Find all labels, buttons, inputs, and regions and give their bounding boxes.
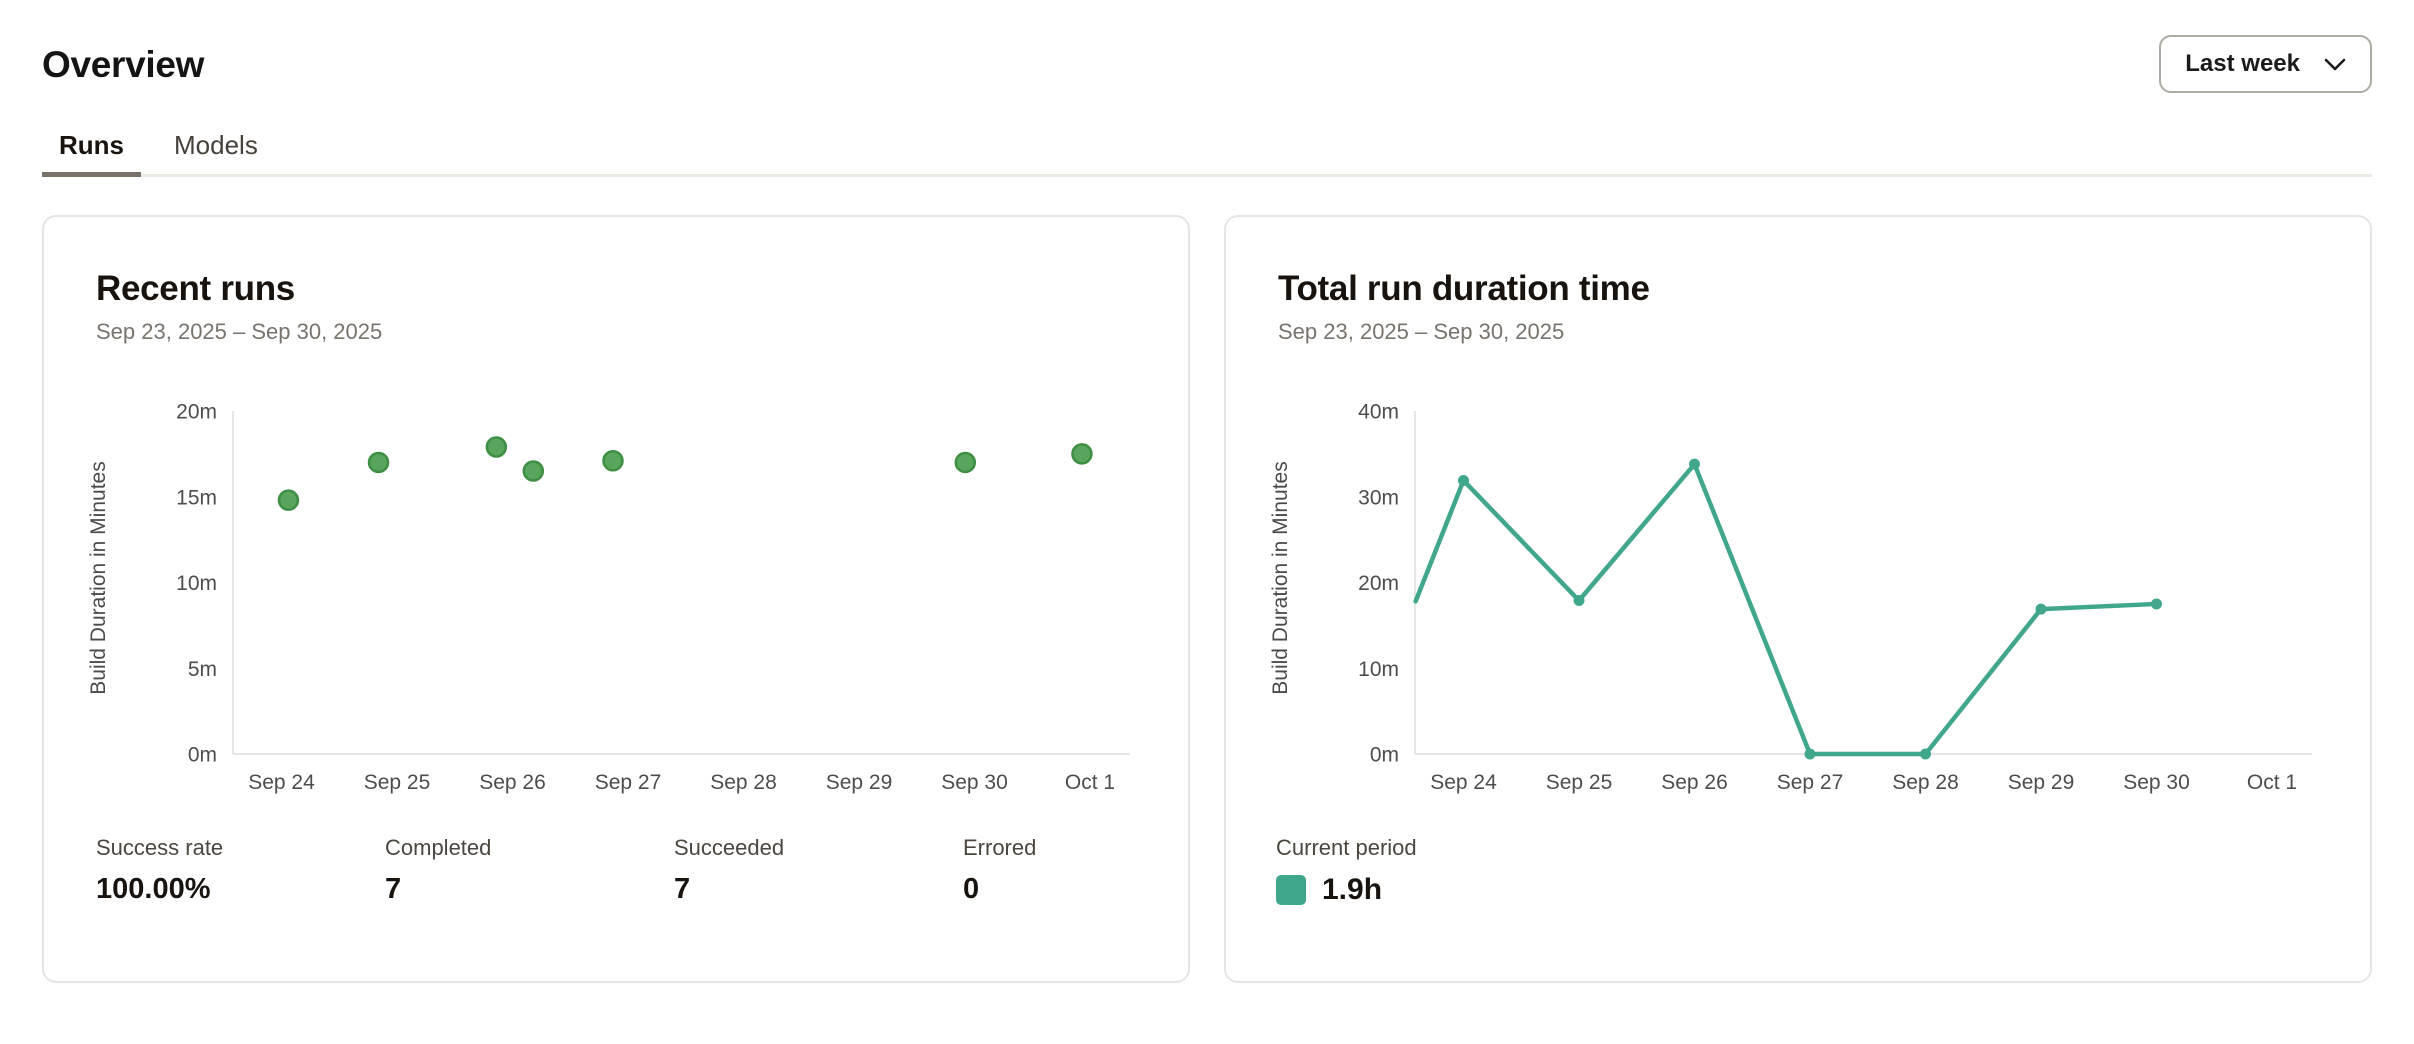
- legend-label: Current period: [1276, 835, 1417, 860]
- scatter-point[interactable]: [602, 449, 624, 472]
- x-tick-label: Sep 30: [2123, 771, 2190, 794]
- scatter-point[interactable]: [277, 489, 300, 511]
- stat-completed: Completed 7: [385, 835, 674, 906]
- x-tick-label: Sep 29: [2008, 771, 2075, 794]
- stat-label: Succeeded: [674, 835, 785, 860]
- tab-bar: Runs Models: [42, 130, 2372, 177]
- chevron-down-icon: [2324, 58, 2346, 70]
- stat-label: Completed: [385, 835, 492, 860]
- scatter-point[interactable]: [485, 436, 508, 458]
- card-title: Recent runs: [96, 269, 295, 308]
- stat-succeeded: Succeeded 7: [674, 835, 963, 906]
- x-tick-label: Sep 24: [248, 771, 315, 794]
- scatter-point[interactable]: [522, 460, 545, 482]
- line-point[interactable]: [1920, 748, 1932, 760]
- x-tick-label: Oct 1: [1065, 771, 1115, 794]
- stat-value: 0: [963, 873, 980, 905]
- tab-runs[interactable]: Runs: [42, 130, 141, 177]
- card-title: Total run duration time: [1278, 269, 1650, 308]
- total-run-duration-card: Total run duration time Sep 23, 2025 – S…: [1224, 215, 2372, 983]
- card-date-range: Sep 23, 2025 – Sep 30, 2025: [96, 319, 383, 344]
- x-tick-label: Sep 24: [1430, 771, 1497, 794]
- stat-label: Errored: [963, 835, 1037, 860]
- legend-value: 1.9h: [1322, 873, 1383, 906]
- line-point[interactable]: [1573, 595, 1585, 607]
- y-tick-label: 40m: [1358, 401, 1399, 424]
- line-point[interactable]: [1689, 458, 1701, 470]
- period-selector[interactable]: Last week: [2159, 35, 2372, 93]
- scatter-point[interactable]: [367, 451, 390, 474]
- recent-runs-card: Recent runs Sep 23, 2025 – Sep 30, 2025 …: [42, 215, 1190, 983]
- x-tick-label: Sep 29: [826, 771, 893, 794]
- x-tick-label: Sep 27: [595, 771, 662, 794]
- stat-value: 7: [674, 873, 691, 905]
- stat-value: 7: [385, 873, 402, 905]
- line-point[interactable]: [2035, 603, 2047, 615]
- y-tick-label: 5m: [188, 658, 217, 681]
- page-title: Overview: [42, 44, 205, 85]
- legend-swatch: [1276, 875, 1306, 905]
- x-tick-label: Sep 26: [1661, 771, 1728, 794]
- recent-runs-chart[interactable]: 0m 5m 10m 15m 20m Sep 24 Sep 25 Sep 26 Sep 27 Sep…: [44, 367, 1188, 827]
- y-tick-label: 20m: [176, 401, 217, 424]
- tab-models-label: Models: [174, 130, 258, 160]
- x-tick-label: Sep 28: [1892, 771, 1959, 794]
- total-run-duration-chart[interactable]: 0m 10m 20m 30m 40m Sep 24 Sep 25 Sep 26 Sep 27 Se…: [1226, 367, 2370, 827]
- scatter-point[interactable]: [954, 451, 977, 474]
- y-tick-label: 30m: [1358, 486, 1399, 509]
- line-point[interactable]: [1458, 474, 1470, 486]
- stat-label: Success rate: [96, 835, 224, 860]
- tab-models[interactable]: Models: [157, 130, 275, 177]
- stat-value: 100.00%: [96, 873, 211, 905]
- x-tick-label: Sep 30: [941, 771, 1008, 794]
- x-tick-label: Sep 25: [364, 771, 431, 794]
- tab-runs-label: Runs: [59, 130, 124, 160]
- x-tick-label: Sep 26: [479, 771, 546, 794]
- y-tick-label: 10m: [1358, 658, 1399, 681]
- card-date-range: Sep 23, 2025 – Sep 30, 2025: [1278, 319, 1565, 344]
- run-stats: Success rate 100.00% Completed 7 Succeed…: [96, 835, 1252, 906]
- stat-success-rate: Success rate 100.00%: [96, 835, 385, 906]
- line-point[interactable]: [1804, 748, 1816, 760]
- chart-legend: Current period 1.9h: [1276, 835, 1417, 907]
- y-tick-label: 10m: [176, 572, 217, 595]
- period-selector-label: Last week: [2185, 50, 2300, 77]
- line-point[interactable]: [2151, 598, 2163, 610]
- x-tick-label: Oct 1: [2247, 771, 2297, 794]
- y-tick-label: 20m: [1358, 572, 1399, 595]
- stat-errored: Errored 0: [963, 835, 1252, 906]
- x-tick-label: Sep 28: [710, 771, 777, 794]
- x-tick-label: Sep 25: [1546, 771, 1613, 794]
- y-tick-label: 15m: [176, 486, 217, 509]
- y-tick-label: 0m: [188, 744, 217, 767]
- x-tick-label: Sep 27: [1777, 771, 1844, 794]
- line-series[interactable]: [1413, 461, 2159, 757]
- scatter-point[interactable]: [1071, 443, 1093, 465]
- y-tick-label: 0m: [1370, 744, 1399, 767]
